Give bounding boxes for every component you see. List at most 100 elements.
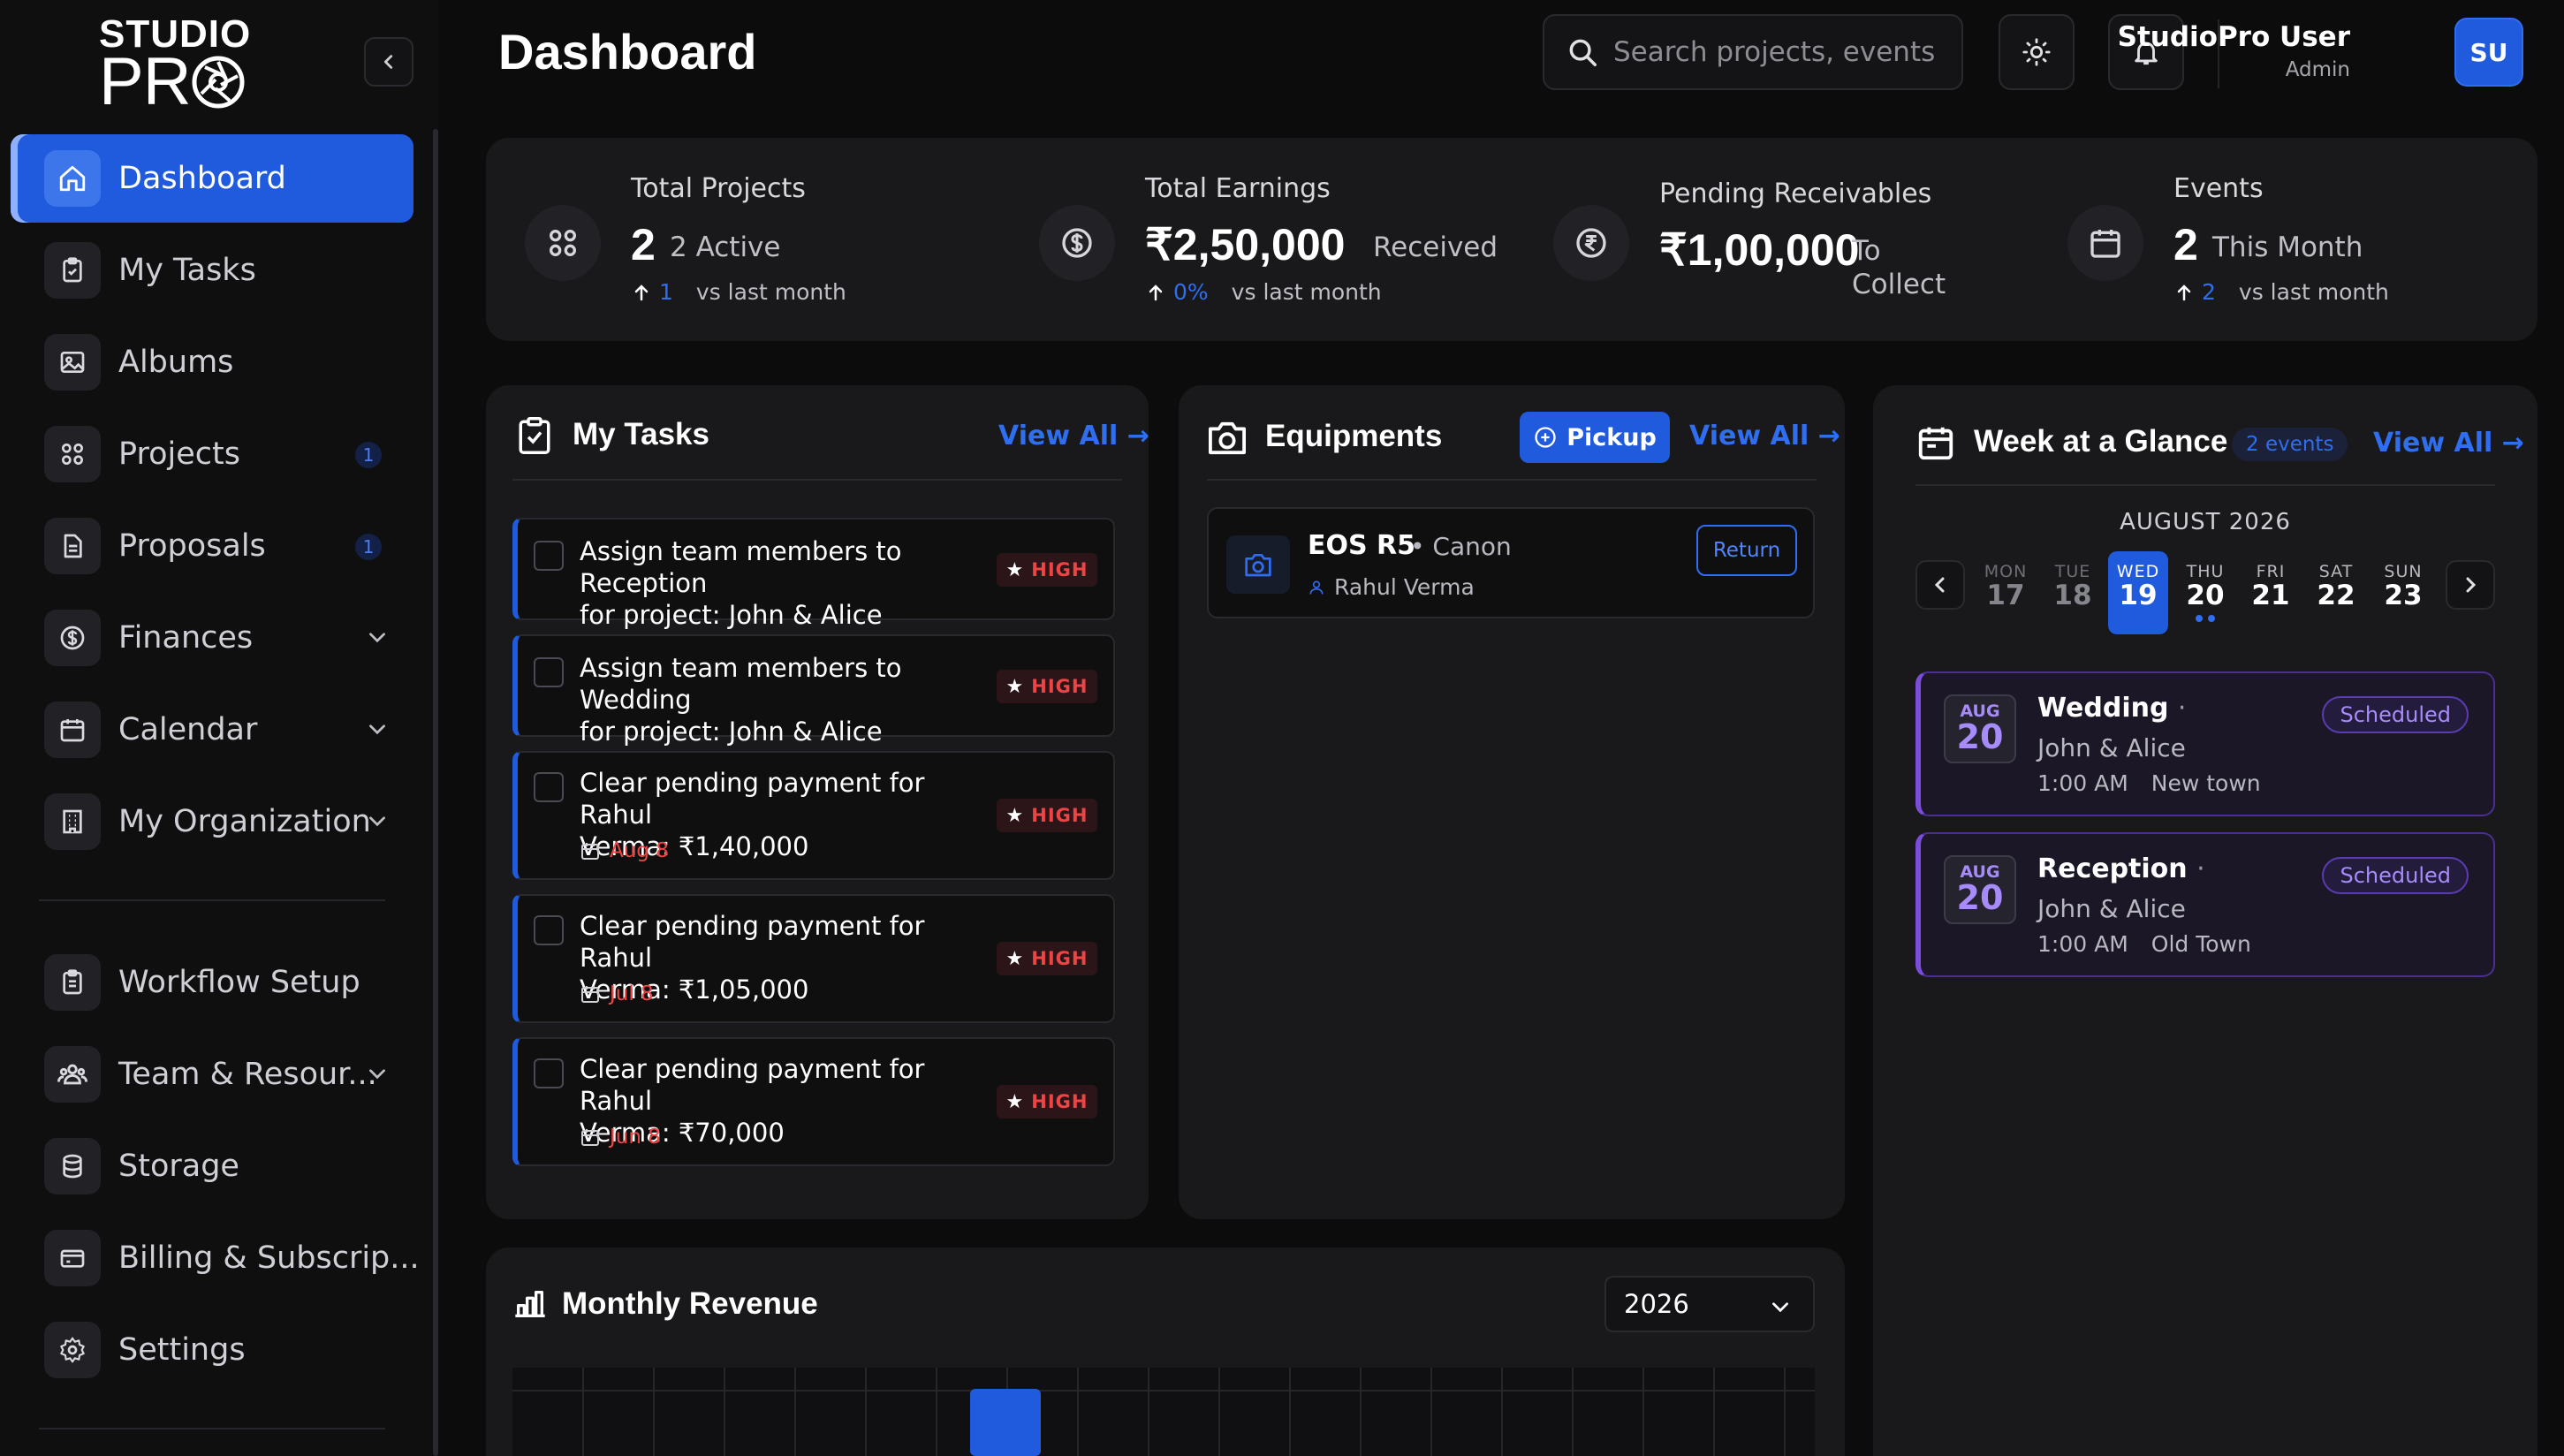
stat-title: Pending Receivables <box>1659 178 1932 209</box>
user-icon <box>1309 580 1324 595</box>
stat-value: ₹1,00,000 <box>1659 225 1860 275</box>
event-card[interactable]: AUG 20 Reception · John & Alice 1:00 AM Ol… <box>1915 832 2495 977</box>
avatar[interactable]: SU <box>2456 19 2522 85</box>
bar-chart-icon <box>515 1291 545 1317</box>
user-role: Admin <box>2285 58 2350 81</box>
sidebar-item-billing[interactable]: Billing & Subscrip... <box>11 1214 420 1302</box>
task-card[interactable]: Clear pending payment for Rahul Verma: ₹7… <box>512 1037 1115 1166</box>
calendar-day[interactable]: SUN 23 <box>2384 562 2423 611</box>
equipment-brand: • Canon <box>1410 532 1512 561</box>
task-text: Clear pending payment for Rahul Verma: ₹7… <box>580 1054 925 1148</box>
sun-icon <box>2022 38 2051 66</box>
task-card[interactable]: Clear pending payment for Rahul Verma: ₹1… <box>512 751 1115 880</box>
user-name[interactable]: StudioPro User <box>2117 21 2350 53</box>
sidebar-item-team-resources[interactable]: Team & Resour... <box>11 1030 413 1119</box>
sidebar-item-label: Projects <box>118 436 240 472</box>
trend-label: vs last month <box>695 279 846 305</box>
calendar-day[interactable]: SAT 22 <box>2317 562 2355 611</box>
calendar-day[interactable]: FRI 21 <box>2251 562 2290 611</box>
event-title: Reception · <box>2037 853 2205 884</box>
priority-badge: ★ HIGH <box>997 553 1097 587</box>
gear-icon <box>60 1337 85 1363</box>
event-card[interactable]: AUG 20 Wedding · John & Alice 1:00 AM New … <box>1915 671 2495 816</box>
clipboard-check-icon <box>519 417 550 454</box>
task-checkbox[interactable] <box>534 541 564 571</box>
monthly-revenue-title: Monthly Revenue <box>562 1286 818 1321</box>
sidebar-scrollbar[interactable] <box>433 129 438 1456</box>
trend-value: 0% <box>1173 279 1209 305</box>
task-checkbox[interactable] <box>534 1058 564 1088</box>
stat-trend: 2 vs last month <box>2173 279 2389 305</box>
task-card[interactable]: Clear pending payment for Rahul Verma: ₹1… <box>512 894 1115 1023</box>
sidebar-item-settings[interactable]: Settings <box>11 1306 413 1394</box>
clipboard-check-icon <box>63 257 82 283</box>
chevron-down-icon <box>369 633 385 643</box>
equipments-view-all-link[interactable]: View All → <box>1689 421 1840 451</box>
sidebar-item-label: Storage <box>118 1149 239 1184</box>
calendar-day[interactable]: MON 17 <box>1984 562 2028 611</box>
chevron-left-icon <box>383 55 393 69</box>
equipment-holder: Rahul Verma <box>1308 574 1475 600</box>
equipment-item[interactable]: EOS R5 • Canon Rahul Verma <box>1207 507 1815 618</box>
search-box[interactable] <box>1543 14 1963 90</box>
stat-total-projects: Total Projects 2 2 Active 1 vs last mont… <box>486 138 998 341</box>
tasks-view-all-link[interactable]: View All → <box>998 421 1149 451</box>
task-text: Clear pending payment for Rahul Verma: ₹1… <box>580 911 925 1005</box>
sidebar-item-dashboard[interactable]: Dashboard <box>11 134 413 223</box>
plus-circle-icon <box>1535 427 1556 448</box>
sidebar-item-label: Albums <box>118 345 234 380</box>
arrow-up-icon <box>2177 284 2191 300</box>
theme-toggle-button[interactable] <box>1999 14 2075 90</box>
stat-subtitle: To <box>1852 235 1881 267</box>
calendar-day-today[interactable]: WED 19 <box>2108 551 2168 634</box>
stat-title: Total Projects <box>631 173 806 204</box>
sidebar-divider <box>39 1428 385 1429</box>
sidebar-item-label: My Tasks <box>118 253 256 288</box>
panel-divider <box>512 479 1122 481</box>
sidebar-item-albums[interactable]: Albums <box>11 318 413 406</box>
star-icon: ★ <box>1005 558 1025 581</box>
task-checkbox[interactable] <box>534 772 564 802</box>
calendar-icon <box>581 843 599 860</box>
sidebar-item-my-organization[interactable]: My Organization <box>11 777 413 866</box>
sidebar-item-calendar[interactable]: Calendar <box>11 686 413 774</box>
calendar-day[interactable]: THU 20 <box>2175 551 2235 634</box>
return-button[interactable]: Return <box>1696 525 1797 576</box>
stat-title: Total Earnings <box>1145 173 1331 204</box>
stat-events: Events 2 This Month 2 vs last month <box>2029 138 2537 341</box>
logo-line2: PR <box>99 44 192 119</box>
task-card[interactable]: Assign team members to Wedding for projec… <box>512 634 1115 747</box>
sidebar-item-finances[interactable]: Finances <box>11 594 413 682</box>
task-checkbox[interactable] <box>534 915 564 945</box>
previous-week-button[interactable] <box>1915 560 1965 610</box>
notifications-button[interactable] <box>2108 14 2184 90</box>
week-view-all-link[interactable]: View All → <box>2373 428 2524 459</box>
building-icon <box>63 809 82 834</box>
team-icon <box>57 1064 87 1085</box>
chevron-down-icon <box>369 816 385 827</box>
sidebar-item-workflow-setup[interactable]: Workflow Setup <box>11 938 413 1027</box>
event-client: John & Alice <box>2037 894 2186 923</box>
collapse-sidebar-button[interactable] <box>364 37 413 87</box>
stat-value: 2 <box>2173 220 2198 269</box>
sidebar-item-label: Proposals <box>118 528 266 564</box>
search-input[interactable] <box>1613 36 1949 68</box>
sidebar-item-proposals[interactable]: Proposals 1 <box>11 502 413 590</box>
projects-count-badge: 1 <box>355 442 382 468</box>
pickup-button[interactable]: Pickup <box>1520 412 1670 463</box>
sidebar-item-my-tasks[interactable]: My Tasks <box>11 226 413 315</box>
calendar-day[interactable]: TUE 18 <box>2053 562 2092 611</box>
task-checkbox[interactable] <box>534 657 564 687</box>
studio-pro-logo[interactable]: STUDIO PR <box>99 15 258 119</box>
task-text: Assign team members to Wedding for projec… <box>580 653 902 747</box>
year-select[interactable]: 2026 <box>1604 1276 1815 1332</box>
task-card[interactable]: Assign team members to Reception for proj… <box>512 518 1115 630</box>
sidebar-item-projects[interactable]: Projects 1 <box>11 410 413 498</box>
task-text: Clear pending payment for Rahul Verma: ₹1… <box>580 768 925 861</box>
chevron-left-icon <box>1934 577 1945 593</box>
next-week-button[interactable] <box>2446 560 2495 610</box>
revenue-chart <box>512 1368 1815 1456</box>
event-meta: 1:00 AM Old Town <box>2037 931 2251 957</box>
event-dots <box>2175 615 2235 622</box>
sidebar-item-storage[interactable]: Storage <box>11 1122 413 1210</box>
